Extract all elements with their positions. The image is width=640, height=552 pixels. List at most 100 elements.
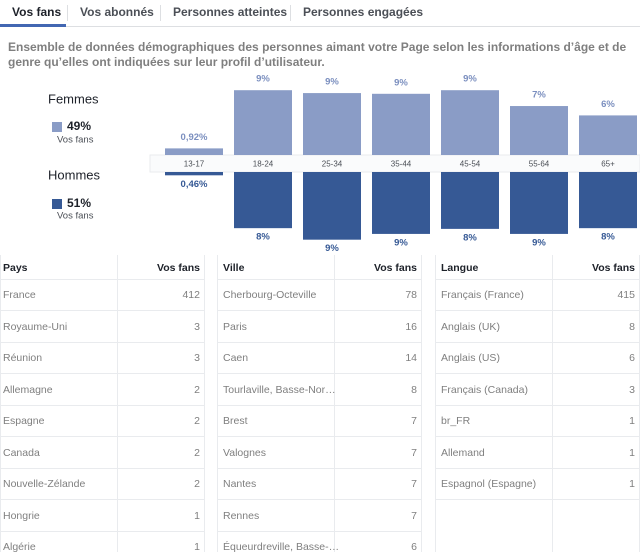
tab-underline	[0, 24, 66, 27]
row-label: Canada	[3, 446, 40, 459]
row-value: 6	[629, 352, 635, 364]
category-label: 25-34	[322, 160, 343, 169]
table-row: Équeurdreville, Basse-… 6	[217, 531, 422, 552]
category-label: 65+	[601, 160, 615, 169]
row-label: Anglais (US)	[441, 352, 500, 364]
row-value: 1	[629, 415, 635, 427]
row-value: 16	[405, 320, 417, 333]
table-row: Rennes 7	[217, 500, 422, 532]
bar	[372, 172, 430, 234]
data-table: Pays Vos fans France 412 Royaume-Uni 3 Réunion…	[0, 255, 205, 552]
row-value: 1	[194, 541, 200, 552]
data-table: Langue Vos fans Français (France) 415 Anglai…	[435, 255, 640, 552]
row-label: Algérie	[3, 541, 36, 552]
table-row: Canada 2	[0, 437, 205, 469]
category-label: 55-64	[529, 160, 550, 169]
row-label: Rennes	[223, 509, 260, 522]
value-label: 8%	[256, 232, 270, 243]
bar	[372, 93, 430, 155]
row-label: Espagnol (Espagne)	[441, 478, 537, 490]
row-value: 8	[411, 383, 417, 396]
row-value: 3	[194, 352, 200, 364]
legend-caption: Vos fans	[57, 135, 94, 146]
table-row: br_FR 1	[435, 405, 640, 437]
bar	[165, 148, 223, 155]
bar	[510, 106, 568, 155]
row-value: 7	[411, 446, 417, 459]
header-row: Langue Vos fans	[435, 255, 640, 280]
description: Ensemble de données démographiques des p…	[8, 40, 627, 69]
table-row: Cherbourg-Octeville 78	[217, 279, 422, 311]
row-value: 8	[629, 320, 635, 333]
tab[interactable]: Vos abonnés	[67, 5, 166, 21]
value-label: 9%	[532, 237, 546, 248]
table-row: Tourlaville, Basse-Nor… 8	[217, 374, 422, 406]
row-value: 2	[194, 446, 200, 459]
bar	[579, 172, 637, 229]
row-label: Cherbourg-Octeville	[223, 289, 317, 301]
table-row: Nouvelle-Zélande 2	[0, 468, 205, 500]
legend-share: 51%	[67, 196, 91, 210]
table-column-divider	[552, 255, 553, 552]
row-label: France	[3, 289, 36, 301]
row-label: Royaume-Uni	[3, 320, 68, 333]
bar	[234, 172, 292, 229]
row-value: 6	[411, 541, 417, 552]
row-value: 3	[629, 383, 635, 396]
legend-name: Hommes	[48, 167, 101, 182]
header-cell: Pays	[3, 262, 28, 274]
table-row: Hongrie 1	[0, 500, 205, 532]
row-value: 2	[194, 383, 200, 396]
tab[interactable]: Personnes engagées	[290, 5, 435, 21]
row-label: Hongrie	[3, 509, 40, 522]
table-border	[217, 255, 218, 552]
tab[interactable]: Personnes atteintes	[160, 5, 299, 21]
header-row: Pays Vos fans	[0, 255, 205, 280]
table-row: Espagnol (Espagne) 1	[435, 468, 640, 500]
row-value: 14	[405, 352, 417, 364]
legend-swatch	[52, 122, 62, 132]
table-column-divider	[117, 255, 118, 552]
row-value: 78	[405, 289, 417, 301]
table-row: Anglais (US) 6	[435, 342, 640, 374]
row-label: Français (France)	[441, 289, 524, 301]
bar	[303, 93, 361, 155]
legend-name: Femmes	[48, 91, 99, 106]
header-cell: Vos fans	[157, 262, 200, 274]
row-label: Paris	[223, 320, 247, 333]
value-label: 8%	[463, 232, 477, 243]
bar	[510, 172, 568, 234]
row-label: Caen	[223, 352, 249, 364]
row-label: Espagne	[3, 415, 45, 427]
bar	[303, 172, 361, 240]
row-value: 2	[194, 415, 200, 427]
row-value: 415	[617, 289, 635, 301]
data-table: Ville Vos fans Cherbourg-Octeville 78 Paris 1…	[217, 255, 422, 552]
row-value: 412	[182, 289, 200, 301]
table-row: Allemand 1	[435, 437, 640, 469]
value-label: 0,92%	[181, 132, 208, 143]
table-row: Royaume-Uni 3	[0, 311, 205, 343]
category-label: 13-17	[184, 160, 205, 169]
header-cell: Langue	[441, 262, 479, 274]
bar	[441, 90, 499, 155]
table-row: Caen 14	[217, 342, 422, 374]
header-cell: Ville	[223, 262, 245, 274]
value-label: 9%	[325, 77, 339, 88]
table-border	[435, 255, 436, 552]
value-label: 9%	[325, 243, 339, 254]
legend-share: 49%	[67, 119, 91, 133]
table-row: Brest 7	[217, 405, 422, 437]
row-label: Nantes	[223, 478, 257, 490]
legend-swatch	[52, 199, 62, 209]
row-value: 1	[629, 446, 635, 459]
header-cell: Vos fans	[592, 262, 635, 274]
row-label: Équeurdreville, Basse-…	[223, 541, 340, 552]
tab[interactable]: Vos fans	[12, 5, 62, 19]
category-label: 35-44	[391, 160, 412, 169]
category-label: 18-24	[253, 160, 274, 169]
row-label: br_FR	[441, 415, 471, 427]
value-label: 9%	[394, 237, 408, 248]
table-row: Nantes 7	[217, 468, 422, 500]
table-row: Paris 16	[217, 311, 422, 343]
